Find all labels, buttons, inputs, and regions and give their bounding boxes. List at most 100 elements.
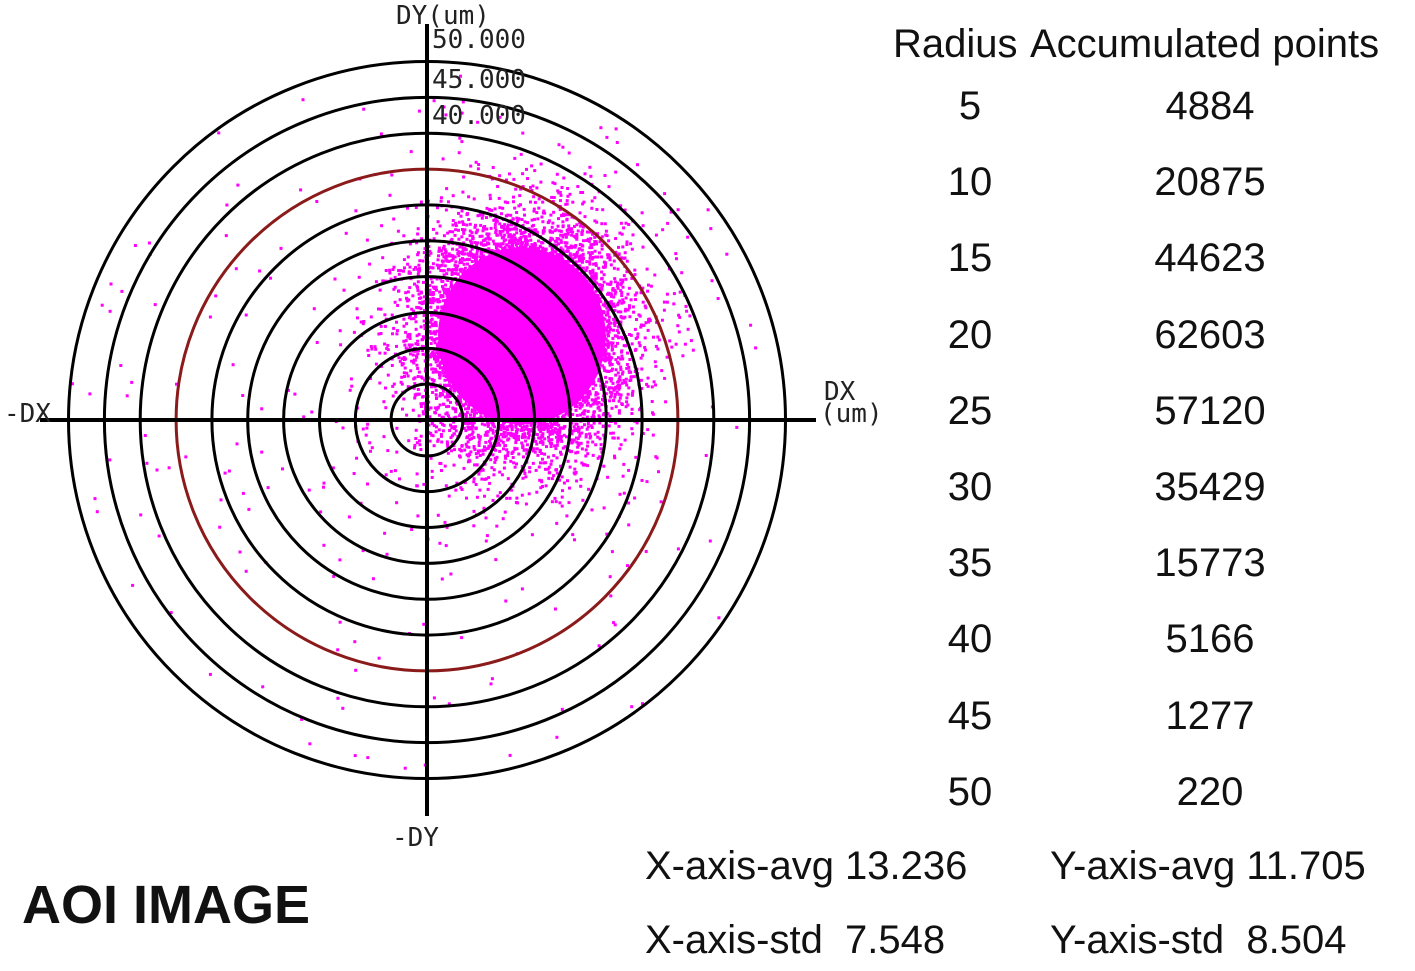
scatter-point (532, 272, 536, 276)
scatter-point (619, 278, 623, 282)
scatter-point (594, 383, 598, 387)
scatter-point (612, 302, 616, 306)
scatter-point (573, 363, 577, 367)
scatter-point (580, 349, 583, 352)
scatter-point (510, 236, 514, 240)
scatter-point (572, 355, 576, 359)
scatter-point (564, 244, 568, 248)
scatter-point (464, 429, 468, 433)
scatter-point (603, 263, 607, 267)
scatter-point (348, 388, 352, 392)
scatter-point (587, 359, 591, 363)
scatter-point (534, 243, 537, 247)
scatter-point (580, 297, 584, 301)
scatter-point (592, 323, 596, 326)
scatter-point (515, 496, 519, 500)
scatter-point (544, 467, 547, 471)
scatter-point (518, 398, 522, 402)
scatter-point (576, 357, 580, 361)
scatter-point (554, 413, 558, 417)
scatter-point (491, 358, 495, 362)
scatter-point (560, 254, 564, 258)
scatter-point (554, 351, 558, 355)
scatter-point (560, 357, 564, 360)
scatter-point (552, 454, 556, 458)
scatter-point (550, 373, 554, 377)
scatter-point (623, 208, 627, 212)
scatter-point (602, 260, 606, 264)
scatter-point (499, 348, 503, 352)
scatter-point (550, 327, 554, 330)
scatter-point (406, 374, 410, 378)
scatter-point (370, 347, 374, 351)
scatter-point (391, 394, 395, 398)
scatter-point (467, 195, 471, 199)
scatter-point (378, 351, 382, 355)
scatter-point (453, 448, 456, 452)
scatter-point (444, 384, 448, 388)
scatter-point (569, 396, 573, 400)
scatter-point (510, 428, 514, 432)
scatter-point (504, 400, 508, 404)
scatter-point (469, 413, 472, 417)
scatter-point (643, 304, 647, 308)
scatter-point (585, 286, 589, 290)
scatter-point (646, 376, 650, 380)
scatter-point (487, 300, 491, 304)
scatter-point (489, 350, 492, 354)
scatter-point (489, 249, 493, 253)
scatter-point (490, 208, 494, 212)
scatter-point (559, 437, 563, 441)
scatter-point (465, 374, 469, 378)
scatter-point (571, 200, 575, 204)
scatter-point (404, 330, 408, 334)
scatter-point (580, 356, 583, 360)
scatter-point (565, 287, 569, 291)
scatter-point (600, 235, 604, 239)
scatter-point (450, 335, 454, 338)
scatter-point (618, 492, 622, 496)
scatter-point (478, 469, 482, 473)
scatter-point (581, 362, 585, 366)
scatter-point (555, 471, 559, 475)
scatter-point (537, 253, 540, 257)
scatter-point (593, 235, 597, 239)
scatter-point (526, 261, 530, 265)
scatter-point (567, 347, 571, 351)
scatter-point (415, 472, 419, 476)
scatter-point (413, 443, 417, 447)
scatter-point (536, 251, 540, 255)
scatter-point (555, 237, 559, 240)
scatter-point (608, 399, 612, 403)
scatter-point (534, 264, 538, 267)
scatter-point (506, 383, 510, 387)
scatter-point (482, 289, 486, 293)
scatter-point (432, 444, 436, 448)
scatter-point (517, 406, 521, 410)
scatter-point (633, 268, 637, 272)
scatter-point (536, 453, 540, 457)
scatter-point (575, 296, 579, 300)
scatter-point (567, 449, 571, 452)
scatter-point (457, 228, 460, 232)
scatter-point (544, 343, 548, 347)
scatter-point (550, 246, 554, 250)
scatter-point (575, 405, 579, 409)
scatter-point (585, 389, 589, 392)
scatter-point (514, 431, 518, 435)
scatter-point (520, 493, 524, 497)
scatter-point (474, 160, 478, 164)
scatter-point (607, 315, 611, 319)
scatter-point (578, 397, 582, 401)
scatter-point (355, 307, 359, 311)
scatter-point (555, 521, 559, 525)
scatter-point (545, 295, 549, 299)
scatter-point (543, 301, 547, 305)
scatter-point (513, 285, 517, 289)
scatter-point (486, 234, 490, 238)
scatter-point (459, 214, 463, 218)
scatter-point (477, 406, 481, 410)
scatter-point (639, 325, 643, 329)
scatter-point (534, 432, 538, 436)
scatter-point (525, 343, 529, 347)
